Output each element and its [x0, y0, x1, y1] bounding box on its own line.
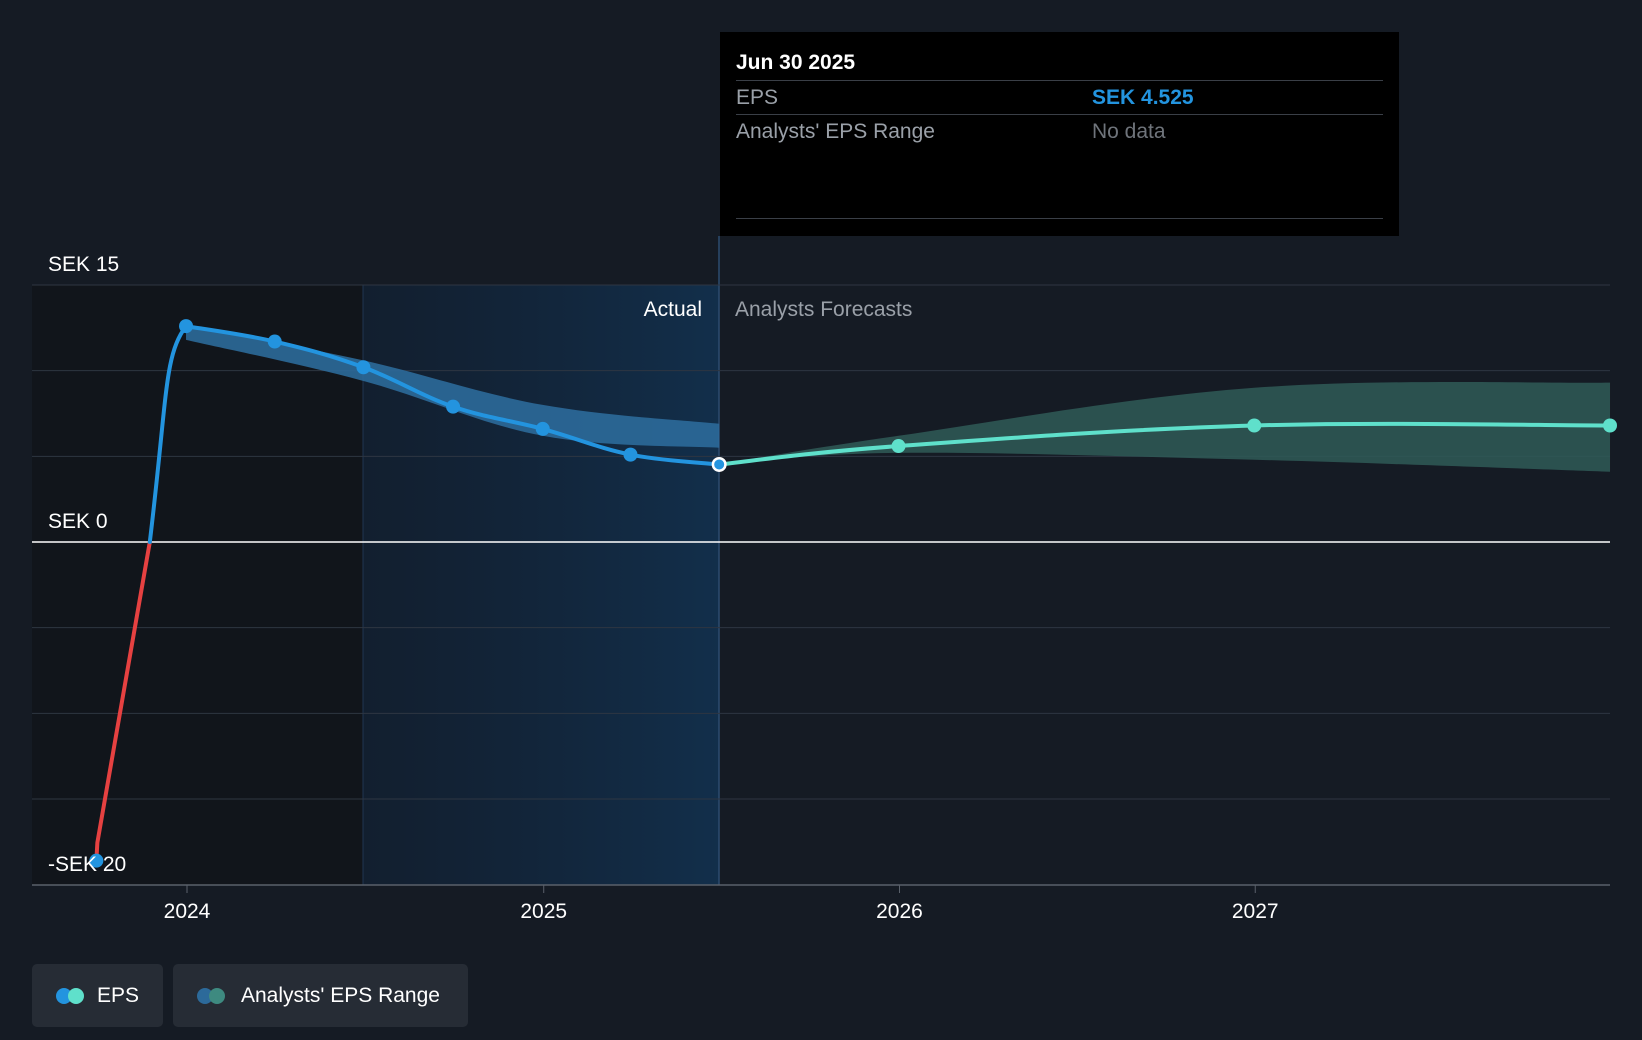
eps-actual-point: [446, 399, 461, 414]
tooltip: Jun 30 2025 EPS SEK 4.525 Analysts' EPS …: [720, 32, 1399, 236]
eps-forecast-point: [891, 439, 906, 454]
eps-forecast-line: [717, 421, 1613, 467]
x-tick-label: 2025: [520, 900, 567, 923]
actual-region-label: Actual: [644, 298, 702, 321]
eps-actual-line: [147, 323, 722, 544]
legend-eps-label: EPS: [96, 983, 139, 1007]
eps-swatch-icon: [56, 987, 84, 1004]
legend-range-label: Analysts' EPS Range: [241, 983, 440, 1007]
tooltip-eps-value: SEK 4.525: [1092, 86, 1194, 109]
eps-actual-point: [623, 447, 638, 462]
tooltip-row-range: Analysts' EPS Range No data: [736, 115, 1383, 148]
eps-range-band-forecast: [719, 381, 1611, 472]
x-tick-label: 2026: [876, 900, 923, 923]
tooltip-date: Jun 30 2025: [736, 46, 1383, 81]
eps-actual-point: [89, 853, 104, 868]
eps-forecast-point: [1247, 418, 1262, 433]
eps-current-point: [714, 459, 725, 470]
legend-item-eps[interactable]: EPS: [32, 964, 163, 1027]
y-tick-label: SEK 15: [48, 253, 119, 276]
x-tick-label: 2027: [1232, 900, 1279, 923]
tooltip-range-value: No data: [1092, 120, 1166, 143]
eps-range-band-actual: [186, 326, 720, 448]
legend: EPS Analysts' EPS Range: [32, 964, 468, 1027]
eps-range-swatch-icon: [197, 987, 227, 1004]
legend-item-eps-range[interactable]: Analysts' EPS Range: [173, 964, 468, 1027]
tooltip-row-eps: EPS SEK 4.525: [736, 81, 1383, 115]
past-shade: [32, 285, 363, 885]
y-tick-label: SEK 0: [48, 510, 108, 533]
y-tick-label: -SEK 20: [48, 853, 126, 876]
tooltip-divider: [736, 218, 1383, 219]
eps-actual-point: [535, 421, 550, 436]
forecast-region-label: Analysts Forecasts: [735, 298, 912, 321]
tooltip-eps-label: EPS: [736, 86, 779, 109]
tooltip-range-label: Analysts' EPS Range: [736, 120, 935, 143]
eps-actual-point: [267, 334, 282, 349]
eps-forecast-point: [1603, 418, 1617, 433]
eps-actual-point: [179, 319, 194, 334]
eps-actual-point: [356, 360, 371, 375]
x-tick-label: 2024: [164, 900, 211, 923]
